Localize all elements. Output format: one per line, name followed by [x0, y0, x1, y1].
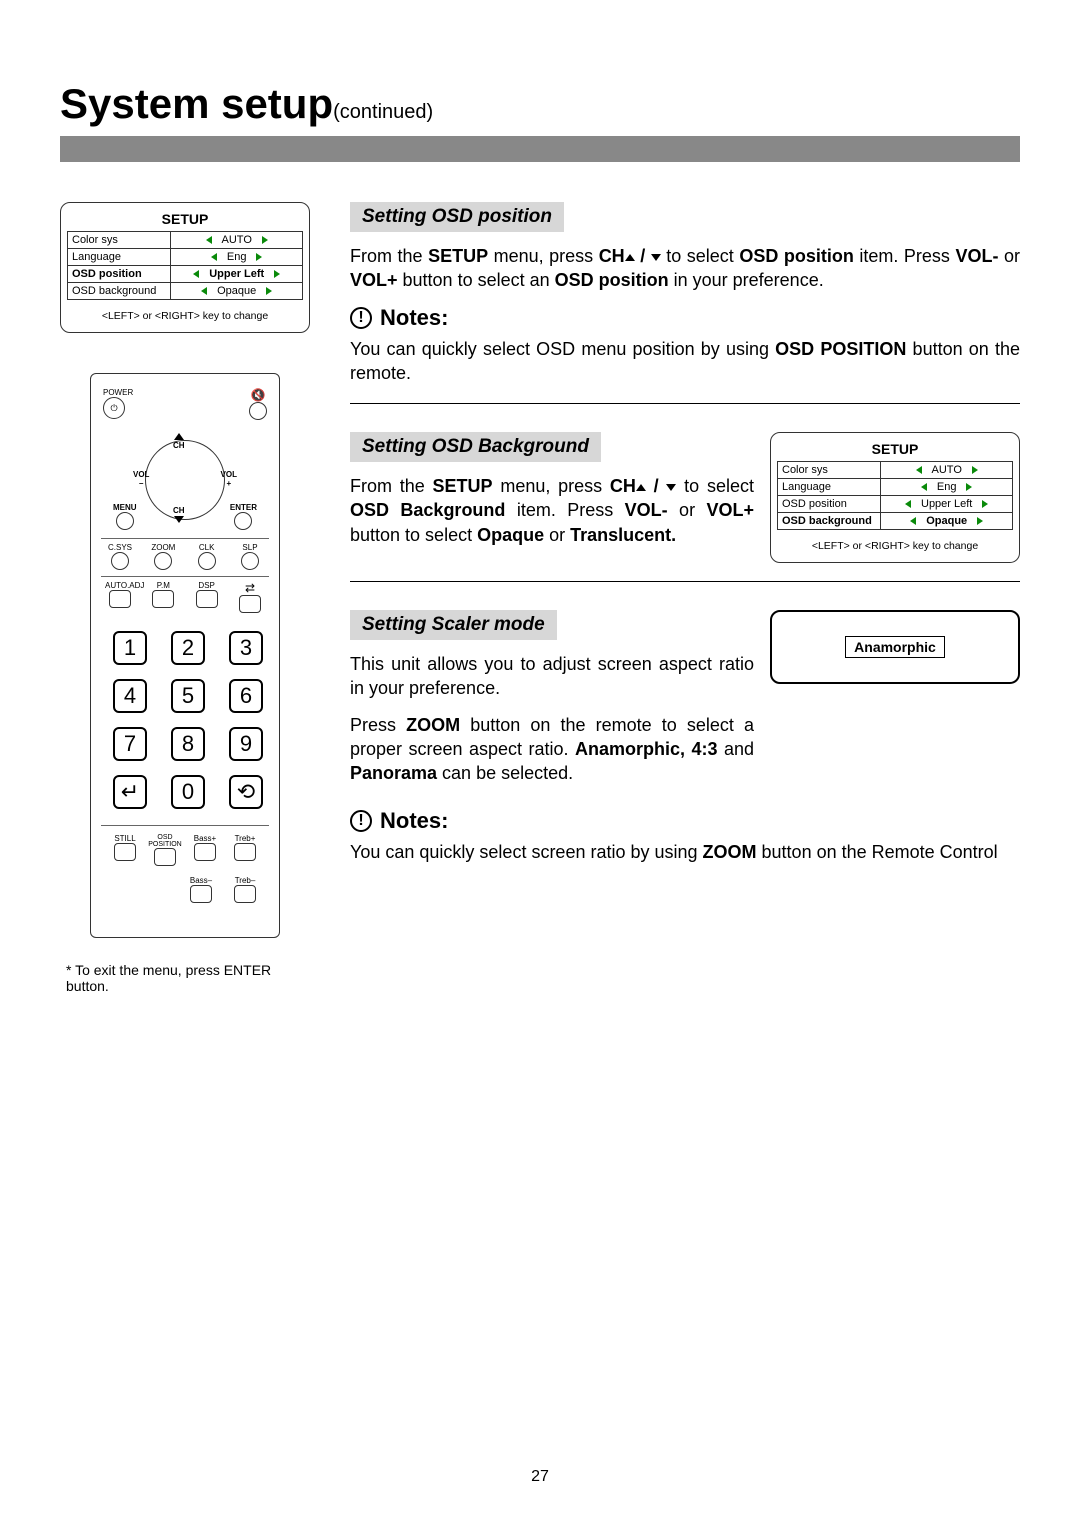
osd-panel-title: SETUP [67, 211, 303, 227]
notes-heading-2: ! Notes: [350, 808, 1020, 834]
notes-icon: ! [350, 307, 372, 329]
autoadj-button [109, 590, 131, 608]
remote-row-1: C.SYS ZOOM CLK SLP [105, 543, 265, 572]
scaler-body-1: This unit allows you to adjust screen as… [350, 652, 754, 701]
slp-button [241, 552, 259, 570]
key-return: ↵ [113, 775, 147, 809]
osd-background-body: From the SETUP menu, press CH / to selec… [350, 474, 754, 547]
key-3: 3 [229, 631, 263, 665]
triangle-right-icon [262, 236, 268, 244]
key-8: 8 [171, 727, 205, 761]
page-title: System setup(continued) [60, 80, 1020, 128]
osd-setup-panel-1: SETUP Color sysAUTO LanguageEng OSD posi… [60, 202, 310, 333]
osd-row: Color sysAUTO [778, 462, 1013, 479]
dpad-ring [145, 440, 225, 520]
remote-row-2: AUTO.ADJ P.M DSP ⇄ [105, 581, 265, 615]
zoom-button [154, 552, 172, 570]
title-main: System setup [60, 80, 333, 127]
section-heading-scaler-mode: Setting Scaler mode [350, 610, 557, 640]
osd-row: OSD positionUpper Left [778, 496, 1013, 513]
power-label: POWER [103, 388, 133, 397]
title-divider-bar [60, 136, 1020, 162]
section-heading-osd-background: Setting OSD Background [350, 432, 601, 462]
scaler-display-box: Anamorphic [770, 610, 1020, 684]
bass-minus-button [190, 885, 212, 903]
osd-table: Color sysAUTO LanguageEng OSD positionUp… [67, 231, 303, 300]
clk-button [198, 552, 216, 570]
osd-row: LanguageEng [68, 249, 303, 266]
enter-button [234, 512, 252, 530]
osd-setup-panel-2: SETUP Color sysAUTO LanguageEng OSD posi… [770, 432, 1020, 563]
key-4: 4 [113, 679, 147, 713]
notes-2-body: You can quickly select screen ratio by u… [350, 840, 1020, 864]
treb-plus-button [234, 843, 256, 861]
arrow-up-icon [174, 433, 184, 440]
key-1: 1 [113, 631, 147, 665]
csys-button [111, 552, 129, 570]
osd-row-selected: OSD backgroundOpaque [778, 513, 1013, 530]
osd-hint: <LEFT> or <RIGHT> key to change [67, 310, 303, 322]
notes-heading: ! Notes: [350, 305, 1020, 331]
remote-lower-row: STILL OSD POSITION Bass+ Treb+ [107, 834, 263, 868]
remote-control-diagram: POWER ⏻ 🔇 CH VOL – VOL + CH MENU ENTER [60, 373, 310, 938]
arrow-down-icon [174, 516, 184, 523]
key-5: 5 [171, 679, 205, 713]
section-heading-osd-position: Setting OSD position [350, 202, 564, 232]
input-button [239, 595, 261, 613]
key-6: 6 [229, 679, 263, 713]
section-divider [350, 581, 1020, 582]
osd-position-body: From the SETUP menu, press CH / to selec… [350, 244, 1020, 293]
notes-icon: ! [350, 810, 372, 832]
notes-1-body: You can quickly select OSD menu position… [350, 337, 1020, 386]
osd-row-selected: OSD positionUpper Left [68, 266, 303, 283]
mute-button [249, 402, 267, 420]
bass-plus-button [194, 843, 216, 861]
key-recall: ⟲ [229, 775, 263, 809]
mute-icon: 🔇 [249, 388, 267, 402]
vol-plus-label: VOL + [221, 470, 237, 488]
exit-note: * To exit the menu, press ENTER button. [60, 962, 310, 994]
vol-minus-label: VOL – [133, 470, 149, 488]
page-number: 27 [0, 1468, 1080, 1486]
dsp-button [196, 590, 218, 608]
menu-button [116, 512, 134, 530]
title-continued: (continued) [333, 101, 433, 123]
osd-row: OSD backgroundOpaque [68, 283, 303, 300]
remote-keypad: 1 2 3 4 5 6 7 8 9 ↵ 0 ⟲ [113, 631, 257, 809]
key-7: 7 [113, 727, 147, 761]
key-9: 9 [229, 727, 263, 761]
treb-minus-button [234, 885, 256, 903]
osd-row: Color sysAUTO [68, 232, 303, 249]
dpad: CH VOL – VOL + CH MENU ENTER [115, 430, 255, 530]
osd-position-button [154, 848, 176, 866]
key-0: 0 [171, 775, 205, 809]
scaler-value: Anamorphic [845, 636, 945, 658]
power-button: ⏻ [103, 397, 125, 419]
key-2: 2 [171, 631, 205, 665]
arrow-down-icon [651, 254, 661, 261]
still-button [114, 843, 136, 861]
osd-row: LanguageEng [778, 479, 1013, 496]
section-divider [350, 403, 1020, 404]
scaler-body-2: Press ZOOM button on the remote to selec… [350, 713, 754, 786]
arrow-up-icon [625, 254, 635, 261]
pm-button [152, 590, 174, 608]
input-icon: ⇄ [235, 581, 265, 595]
triangle-left-icon [206, 236, 212, 244]
